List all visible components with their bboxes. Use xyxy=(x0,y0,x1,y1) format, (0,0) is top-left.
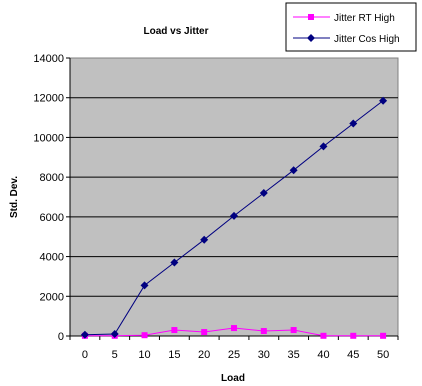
chart-title: Load vs Jitter xyxy=(143,26,208,37)
data-point xyxy=(380,332,387,339)
data-point xyxy=(170,258,179,267)
legend-box xyxy=(285,2,417,52)
plot-area xyxy=(69,57,399,337)
x-tick-label: 30 xyxy=(258,349,270,361)
x-axis-ticks: 0 5 10 15 20 25 30 35 40 45 50 xyxy=(69,336,399,361)
x-tick-label: 10 xyxy=(138,349,150,361)
data-point xyxy=(289,166,298,175)
data-point xyxy=(80,330,89,339)
x-tick-label: 0 xyxy=(82,349,88,361)
legend-label: Jitter Cos High xyxy=(334,34,400,45)
data-point xyxy=(201,329,208,336)
y-tick-label: 14000 xyxy=(33,53,64,65)
series-layer xyxy=(80,96,388,339)
data-point xyxy=(320,332,327,339)
x-tick-label: 45 xyxy=(347,349,359,361)
x-tick-label: 5 xyxy=(112,349,118,361)
legend-swatch-marker xyxy=(308,14,314,20)
legend: Jitter RT High Jitter Cos High xyxy=(285,2,417,52)
data-point xyxy=(349,119,358,128)
x-tick-label: 15 xyxy=(168,349,180,361)
data-point xyxy=(171,327,178,334)
y-tick-label: 2000 xyxy=(40,291,64,303)
x-tick-label: 35 xyxy=(288,349,300,361)
y-tick-label: 0 xyxy=(58,331,64,343)
y-tick-label: 6000 xyxy=(40,212,64,224)
legend-label: Jitter RT High xyxy=(334,13,395,24)
data-point xyxy=(319,142,328,151)
data-point xyxy=(141,332,148,339)
data-point xyxy=(290,327,297,334)
y-tick-label: 4000 xyxy=(40,252,64,264)
x-tick-label: 50 xyxy=(377,349,389,361)
y-tick-label: 12000 xyxy=(33,93,64,105)
legend-swatch-marker xyxy=(307,34,315,42)
data-point xyxy=(350,332,357,339)
data-point xyxy=(260,328,267,335)
data-point xyxy=(200,235,209,244)
y-axis-title: Std. Dev. xyxy=(9,176,20,218)
data-point xyxy=(140,281,149,290)
y-tick-label: 10000 xyxy=(33,132,64,144)
data-point xyxy=(230,211,238,220)
y-tick-label: 8000 xyxy=(40,172,64,184)
data-point xyxy=(259,189,268,198)
x-tick-label: 25 xyxy=(228,349,240,361)
y-axis-ticks: 0 2000 4000 6000 8000 10000 12000 14000 xyxy=(33,53,70,343)
x-tick-label: 40 xyxy=(317,349,329,361)
x-tick-label: 20 xyxy=(198,349,210,361)
data-point xyxy=(110,330,119,339)
data-point xyxy=(231,325,237,332)
x-axis-title: Load xyxy=(221,373,245,384)
data-point xyxy=(379,96,388,105)
series-2 xyxy=(80,96,388,339)
